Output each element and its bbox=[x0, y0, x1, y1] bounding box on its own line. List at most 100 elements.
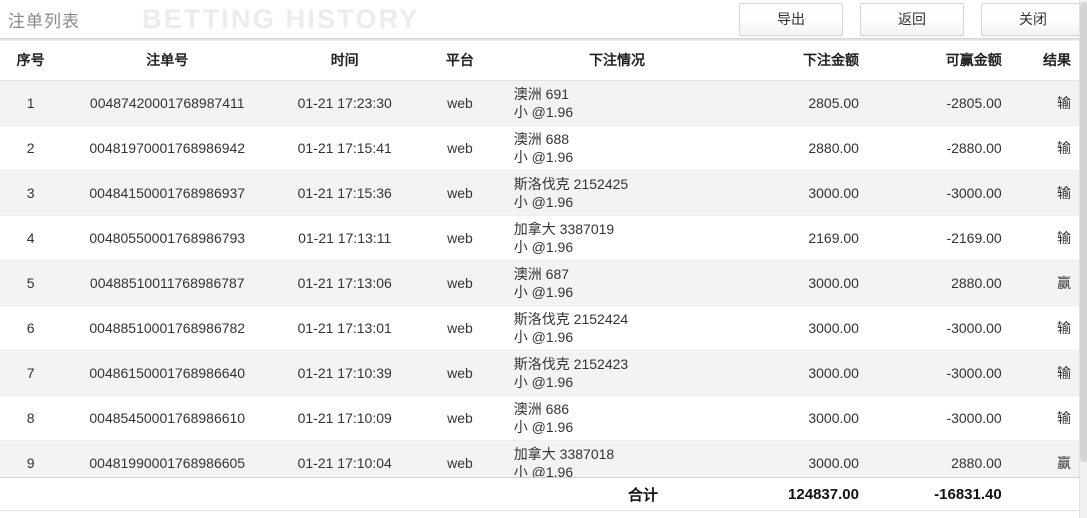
table-scroll-area[interactable]: 序号 注单号 时间 平台 下注情况 下注金额 可赢金额 结果 1 00487420… bbox=[0, 41, 1087, 477]
cell-result: 输 bbox=[1015, 125, 1079, 171]
cell-winnable: -2880.00 bbox=[872, 125, 1016, 171]
cell-bet-no: 00488510011768986787 bbox=[61, 260, 274, 306]
detail-odds: 小 @1.96 bbox=[513, 148, 574, 165]
detail-selection: 斯洛伐克 2152423 bbox=[513, 355, 629, 372]
cell-bet-no: 00486150001768986640 bbox=[61, 350, 274, 396]
cell-detail: 澳洲 691 小 @1.96 bbox=[503, 80, 731, 126]
back-button[interactable]: 返回 bbox=[860, 3, 964, 36]
detail-selection: 澳洲 687 bbox=[513, 265, 570, 282]
detail-odds: 小 @1.96 bbox=[513, 193, 574, 210]
cell-amount: 3000.00 bbox=[730, 395, 873, 441]
cell-platform: web bbox=[416, 215, 504, 261]
totals-spacer-time bbox=[273, 478, 416, 511]
table-row[interactable]: 7 00486150001768986640 01-21 17:10:39 web 斯洛… bbox=[0, 350, 1079, 396]
close-button[interactable]: 关闭 bbox=[981, 3, 1085, 36]
column-header-time[interactable]: 时间 bbox=[273, 41, 417, 81]
cell-platform: web bbox=[416, 80, 504, 126]
cell-winnable: 2880.00 bbox=[872, 440, 1016, 477]
cell-index: 5 bbox=[0, 260, 62, 306]
totals-label: 合计 bbox=[627, 487, 658, 504]
cell-platform: web bbox=[416, 260, 504, 306]
cell-bet-no: 00481990001768986605 bbox=[61, 440, 274, 477]
cell-winnable: -2805.00 bbox=[872, 80, 1016, 126]
totals-spacer-index bbox=[0, 478, 61, 511]
detail-selection: 澳洲 686 bbox=[513, 400, 570, 417]
cell-result: 赢 bbox=[1015, 260, 1079, 306]
table-row[interactable]: 4 00480550001768986793 01-21 17:13:11 web 加拿… bbox=[0, 215, 1079, 261]
table-row[interactable]: 5 00488510011768986787 01-21 17:13:06 web 澳洲… bbox=[0, 260, 1079, 306]
cell-amount: 3000.00 bbox=[730, 440, 873, 477]
cell-bet-no: 00481970001768986942 bbox=[61, 125, 274, 171]
table-header: 序号 注单号 时间 平台 下注情况 下注金额 可赢金额 结果 bbox=[0, 41, 1079, 81]
table-row[interactable]: 6 00488510001768986782 01-21 17:13:01 web 斯洛… bbox=[0, 305, 1079, 351]
cell-time: 01-21 17:10:39 bbox=[273, 350, 417, 396]
top-bar: 注单列表 BETTING HISTORY 导出 返回 关闭 bbox=[0, 0, 1087, 39]
cell-bet-no: 00487420001768987411 bbox=[61, 80, 274, 126]
cell-result: 输 bbox=[1015, 215, 1079, 261]
cell-detail: 斯洛伐克 2152423 小 @1.96 bbox=[503, 350, 731, 396]
vertical-scrollbar[interactable] bbox=[1079, 0, 1087, 518]
totals-amount: 124837.00 bbox=[788, 486, 859, 503]
column-header-index[interactable]: 序号 bbox=[0, 41, 62, 81]
table-row[interactable]: 9 00481990001768986605 01-21 17:10:04 web 加拿… bbox=[0, 440, 1079, 477]
cell-time: 01-21 17:13:06 bbox=[273, 260, 417, 306]
totals-table: 合计 124837.00 -16831.40 bbox=[0, 478, 1079, 511]
totals-winnable: -16831.40 bbox=[934, 486, 1002, 503]
cell-result: 赢 bbox=[1015, 440, 1079, 477]
table-row[interactable]: 1 00487420001768987411 01-21 17:23:30 web 澳洲… bbox=[0, 80, 1079, 126]
cell-time: 01-21 17:13:01 bbox=[273, 305, 417, 351]
table-header-row: 序号 注单号 时间 平台 下注情况 下注金额 可赢金额 结果 bbox=[0, 41, 1079, 81]
page-title: 注单列表 bbox=[8, 12, 80, 31]
cell-time: 01-21 17:10:04 bbox=[273, 440, 417, 477]
cell-winnable: -3000.00 bbox=[872, 350, 1016, 396]
table-row[interactable]: 2 00481970001768986942 01-21 17:15:41 web 澳洲… bbox=[0, 125, 1079, 171]
cell-result: 输 bbox=[1015, 305, 1079, 351]
cell-detail: 加拿大 3387018 小 @1.96 bbox=[503, 440, 731, 478]
cell-result: 输 bbox=[1015, 170, 1079, 216]
cell-index: 2 bbox=[0, 125, 62, 171]
scrollbar-thumb[interactable] bbox=[1080, 2, 1087, 462]
cell-detail: 澳洲 688 小 @1.96 bbox=[503, 125, 731, 171]
cell-time: 01-21 17:15:41 bbox=[273, 125, 417, 171]
detail-odds: 小 @1.96 bbox=[513, 373, 574, 390]
cell-result: 输 bbox=[1015, 350, 1079, 396]
cell-detail: 澳洲 687 小 @1.96 bbox=[503, 260, 731, 306]
export-button[interactable]: 导出 bbox=[739, 3, 843, 36]
cell-bet-no: 00480550001768986793 bbox=[61, 215, 274, 261]
cell-amount: 3000.00 bbox=[730, 350, 873, 396]
column-header-platform[interactable]: 平台 bbox=[416, 41, 504, 81]
cell-amount: 2169.00 bbox=[730, 215, 873, 261]
cell-platform: web bbox=[416, 350, 504, 396]
cell-index: 6 bbox=[0, 305, 62, 351]
column-header-result[interactable]: 结果 bbox=[1015, 41, 1079, 81]
cell-winnable: -3000.00 bbox=[872, 170, 1016, 216]
column-header-winnable[interactable]: 可赢金额 bbox=[872, 41, 1016, 81]
detail-selection: 斯洛伐克 2152424 bbox=[513, 310, 629, 327]
cell-platform: web bbox=[416, 125, 504, 171]
cell-index: 8 bbox=[0, 395, 62, 441]
totals-spacer-platform bbox=[416, 478, 504, 511]
betting-history-table: 序号 注单号 时间 平台 下注情况 下注金额 可赢金额 结果 1 00487420… bbox=[0, 41, 1079, 477]
table-body: 1 00487420001768987411 01-21 17:23:30 web 澳洲… bbox=[0, 80, 1079, 477]
header-divider bbox=[0, 38, 1087, 41]
cell-amount: 3000.00 bbox=[730, 260, 873, 306]
table-row[interactable]: 3 00484150001768986937 01-21 17:15:36 web 斯洛… bbox=[0, 170, 1079, 216]
cell-amount: 3000.00 bbox=[730, 170, 873, 216]
column-header-bet-no[interactable]: 注单号 bbox=[61, 41, 274, 81]
cell-winnable: -3000.00 bbox=[872, 305, 1016, 351]
totals-spacer-result bbox=[1016, 478, 1079, 511]
cell-result: 输 bbox=[1015, 395, 1079, 441]
table-row[interactable]: 8 00485450001768986610 01-21 17:10:09 web 澳洲… bbox=[0, 395, 1079, 441]
cell-platform: web bbox=[416, 305, 504, 351]
detail-selection: 加拿大 3387018 bbox=[513, 445, 615, 462]
cell-detail: 斯洛伐克 2152424 小 @1.96 bbox=[503, 305, 731, 351]
column-header-amount[interactable]: 下注金额 bbox=[730, 41, 873, 81]
cell-amount: 3000.00 bbox=[730, 305, 873, 351]
cell-detail: 加拿大 3387019 小 @1.96 bbox=[503, 215, 731, 261]
cell-platform: web bbox=[416, 440, 504, 477]
cell-time: 01-21 17:10:09 bbox=[273, 395, 417, 441]
column-header-detail[interactable]: 下注情况 bbox=[503, 41, 731, 81]
cell-index: 1 bbox=[0, 80, 62, 126]
detail-odds: 小 @1.96 bbox=[513, 463, 574, 478]
